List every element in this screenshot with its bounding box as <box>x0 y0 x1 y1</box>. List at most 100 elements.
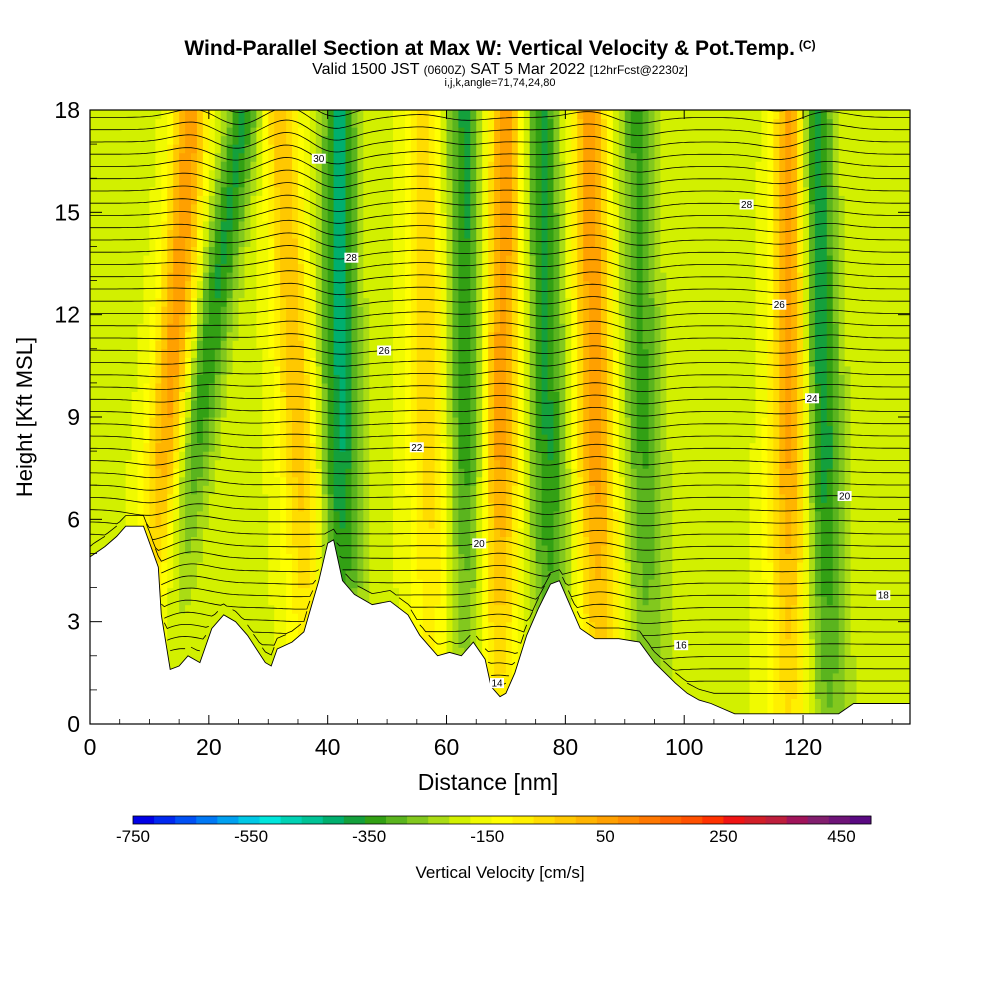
velocity-cell <box>606 110 614 230</box>
isentrope-line <box>90 207 910 224</box>
velocity-cell <box>191 246 198 273</box>
isentrope-line <box>90 345 910 356</box>
contour-label: 30 <box>708 101 720 112</box>
velocity-cell <box>583 110 590 282</box>
velocity-cell <box>155 118 162 239</box>
velocity-cell <box>820 502 828 597</box>
velocity-cell <box>208 272 216 384</box>
velocity-cell <box>630 110 638 154</box>
velocity-cell <box>244 246 252 724</box>
velocity-cell <box>297 127 305 196</box>
velocity-cell <box>220 340 228 375</box>
velocity-cell <box>256 195 263 350</box>
velocity-cell <box>161 306 168 350</box>
velocity-cell <box>642 468 650 606</box>
velocity-cell <box>577 323 584 478</box>
velocity-cell <box>274 272 281 367</box>
velocity-cell <box>226 297 234 333</box>
velocity-cell <box>808 638 816 724</box>
velocity-cell <box>179 152 186 316</box>
velocity-cell <box>161 110 168 162</box>
velocity-cell <box>179 374 186 393</box>
velocity-cell <box>660 272 667 724</box>
velocity-cell <box>511 604 519 724</box>
isentrope-line <box>487 660 910 671</box>
velocity-cell <box>375 110 382 724</box>
contour-label-bg <box>876 590 891 601</box>
velocity-cell <box>214 229 222 265</box>
velocity-cell <box>488 331 495 503</box>
velocity-cell <box>161 161 168 222</box>
isentrope-line <box>90 219 910 236</box>
velocity-cell <box>173 144 180 188</box>
velocity-cell <box>185 110 192 239</box>
velocity-cell <box>583 468 590 537</box>
velocity-cell <box>232 186 240 230</box>
velocity-cell <box>238 246 246 299</box>
velocity-cell <box>511 485 519 606</box>
isentrope-line <box>90 110 910 129</box>
colorbar-swatch <box>639 816 661 824</box>
velocity-cell <box>167 476 174 495</box>
velocity-cell <box>529 254 537 537</box>
velocity-cell <box>357 306 364 589</box>
velocity-cell <box>684 110 691 724</box>
velocity-cell <box>428 527 436 665</box>
velocity-cell <box>179 314 186 350</box>
isentrope-line <box>90 270 910 284</box>
velocity-cell <box>606 229 614 350</box>
colorbar-tick-label: 450 <box>827 827 856 846</box>
colorbar-label: Vertical Velocity [cm/s] <box>415 863 585 882</box>
velocity-cell <box>202 110 210 154</box>
velocity-cell <box>553 212 561 393</box>
velocity-cell <box>761 110 768 418</box>
velocity-cell <box>844 365 852 724</box>
velocity-cell <box>416 110 424 452</box>
contour-label-bg <box>311 153 326 164</box>
colorbar-tick-label: -750 <box>115 827 151 846</box>
velocity-cell <box>185 553 192 606</box>
velocity-cell <box>826 254 834 427</box>
velocity-cell <box>500 468 507 537</box>
contour-label-bg <box>490 678 504 689</box>
isentrope-line <box>90 132 910 153</box>
colorbar-swatch <box>217 816 239 824</box>
colorbar-swatch <box>154 816 176 824</box>
contour-label: 14 <box>491 679 503 690</box>
isentrope-line <box>90 157 910 177</box>
velocity-cell <box>464 570 471 657</box>
velocity-cell <box>612 348 620 512</box>
velocity-cell <box>856 110 864 724</box>
isentrope-line <box>90 431 910 441</box>
isentrope-line <box>90 369 910 380</box>
velocity-cell <box>351 110 358 128</box>
isentrope-line <box>90 491 910 504</box>
velocity-cell <box>179 451 186 478</box>
colorbar-swatch <box>407 816 429 824</box>
velocity-cell <box>274 110 281 188</box>
velocity-cell <box>482 289 489 724</box>
velocity-cell <box>155 442 162 469</box>
velocity-cell <box>155 237 162 299</box>
velocity-cell <box>494 331 501 461</box>
velocity-cell <box>244 178 252 205</box>
colorbar-swatch <box>322 816 345 824</box>
velocity-cell <box>416 451 424 580</box>
contour-label: 22 <box>411 443 423 454</box>
velocity-cell <box>410 459 418 648</box>
isentrope-line <box>90 523 910 541</box>
velocity-cell <box>196 254 204 282</box>
velocity-cell <box>511 110 519 273</box>
velocity-cell <box>565 110 572 299</box>
velocity-cell <box>482 110 489 290</box>
velocity-cell <box>333 110 341 375</box>
velocity-cell <box>452 544 459 674</box>
velocity-cell <box>339 527 347 606</box>
velocity-cell <box>196 161 204 196</box>
colorbar-swatch <box>133 816 155 824</box>
isentrope-line <box>90 536 910 552</box>
velocity-cell <box>161 263 168 307</box>
velocity-cell <box>185 331 192 358</box>
velocity-cell <box>690 110 697 724</box>
velocity-cell <box>595 246 602 503</box>
